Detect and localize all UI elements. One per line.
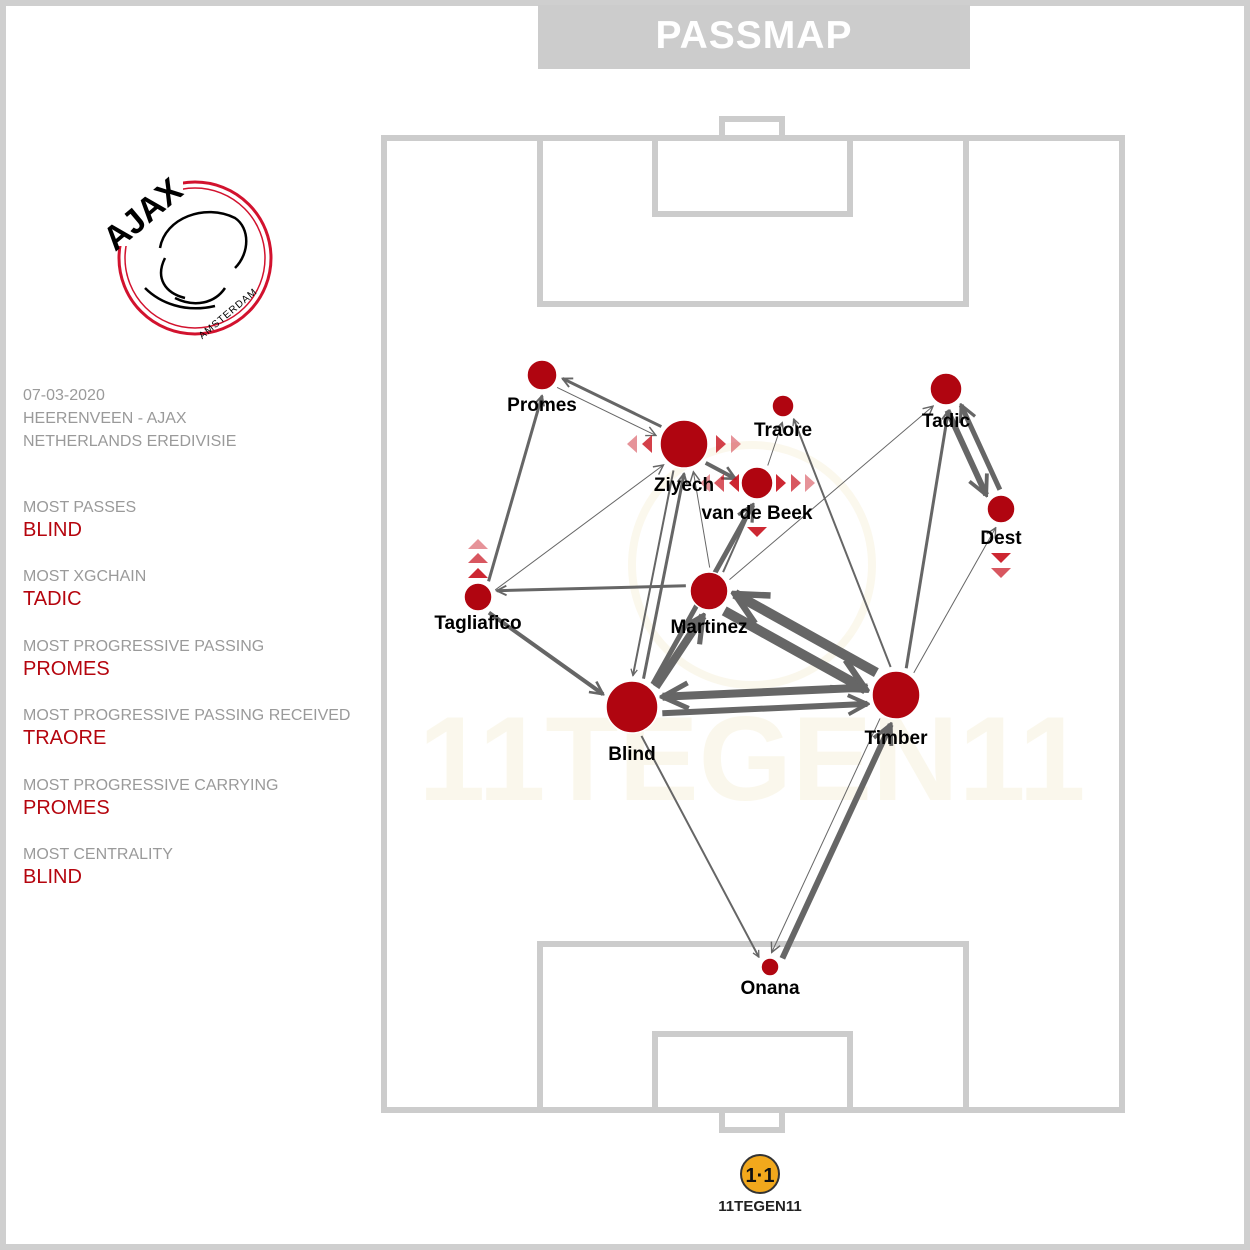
player-label-ziyech: Ziyech <box>654 475 714 496</box>
player-node-promes <box>526 359 558 391</box>
progression-triangle <box>731 435 741 453</box>
player-node-timber <box>871 670 921 720</box>
pass-line-tadic-dest <box>944 409 989 495</box>
pass-line-blind-ziyech <box>642 474 685 679</box>
watermark: 11TEGEN11 <box>418 441 1086 826</box>
pass-line-martinez-vandebeek <box>722 504 753 573</box>
progression-triangle <box>805 474 815 492</box>
brand-logo: 1·1 11TEGEN11 <box>718 1154 802 1215</box>
player-label-tadic: Tadic <box>922 411 971 432</box>
stat-most-centrality: MOST CENTRALITY BLIND <box>23 846 173 888</box>
player-label-martinez: Martinez <box>670 617 747 638</box>
pass-line-timber-dest <box>913 528 996 674</box>
player-nodes: Promes Ziyech Traore van de Beek Tadic Dest Ta… <box>434 359 1022 999</box>
pass-line-tagliafico-ziyech <box>494 465 663 591</box>
pass-line-ziyech-promes <box>563 377 663 428</box>
pass-line-ziyech-vandebeek <box>704 461 736 481</box>
progression-triangle <box>991 568 1011 578</box>
player-node-tagliafico <box>463 582 493 612</box>
pass-line-ziyech-blind <box>633 470 675 675</box>
player-label-blind: Blind <box>608 744 656 765</box>
ajax-logo: AJAX AMSTERDAM <box>96 171 273 342</box>
player-label-promes: Promes <box>507 395 577 416</box>
match-fixture: HEERENVEEN - AJAX <box>23 410 187 427</box>
logo-city-text: AMSTERDAM <box>197 286 260 341</box>
progression-triangle <box>627 435 637 453</box>
pass-line-martinez-timber <box>721 606 866 695</box>
progression-triangle <box>468 568 488 578</box>
player-node-vandebeek <box>740 466 774 500</box>
stat-most-progressive-passing: MOST PROGRESSIVE PASSING PROMES <box>23 638 265 680</box>
stat-most-progressive-received: MOST PROGRESSIVE PASSING RECEIVED TRAORE <box>23 707 351 749</box>
player-node-traore <box>771 394 795 418</box>
pass-line-martinez-tadic <box>729 406 933 580</box>
bottom-penalty-box <box>537 941 969 1113</box>
top-six-yard-box <box>652 135 853 217</box>
pass-line-vandebeek-traore <box>767 423 782 466</box>
pass-line-timber-blind <box>663 687 868 696</box>
player-label-tagliafico: Tagliafico <box>434 613 521 634</box>
watermark-text: 11TEGEN11 <box>418 692 1085 826</box>
svg-text:1·1: 1·1 <box>746 1165 775 1187</box>
pass-line-tagliafico-blind <box>487 611 603 695</box>
pass-line-blind-onana <box>640 735 760 957</box>
player-node-onana <box>760 957 780 977</box>
page-title: PASSMAP <box>538 5 970 69</box>
progression-triangle <box>716 435 726 453</box>
brand-text: 11TEGEN11 <box>718 1198 801 1215</box>
pass-line-timber-tadic <box>904 411 948 669</box>
progression-triangle <box>729 474 739 492</box>
match-competition: NETHERLANDS EREDIVISIE <box>23 433 237 450</box>
pass-line-tagliafico-promes <box>487 396 542 582</box>
player-node-dest <box>986 494 1016 524</box>
pass-lines <box>487 377 1003 960</box>
bottom-six-yard-box <box>652 1031 853 1113</box>
pass-line-blind-timber <box>662 704 867 717</box>
progression-triangle <box>991 553 1011 563</box>
player-node-blind <box>605 680 659 734</box>
player-label-dest: Dest <box>980 528 1022 549</box>
progression-triangle <box>747 527 767 537</box>
top-goal <box>719 116 785 141</box>
pass-line-timber-traore <box>794 419 892 668</box>
progression-triangle <box>714 474 724 492</box>
progression-triangle <box>776 474 786 492</box>
progression-markers <box>468 435 1011 578</box>
pass-line-timber-onana <box>772 718 881 952</box>
pass-line-onana-timber <box>779 725 894 960</box>
top-penalty-box <box>537 135 969 307</box>
pass-line-blind-martinez <box>652 616 707 690</box>
pass-line-martinez-tagliafico <box>497 584 686 591</box>
pitch <box>381 116 1125 1133</box>
bottom-goal <box>719 1107 785 1133</box>
player-label-onana: Onana <box>740 978 800 999</box>
player-node-ziyech <box>659 419 709 469</box>
stat-most-xgchain: MOST XGCHAIN TADIC <box>23 568 147 610</box>
player-label-vandebeek: van de Beek <box>702 503 813 524</box>
pass-line-promes-ziyech <box>556 386 656 435</box>
stat-most-progressive-carrying: MOST PROGRESSIVE CARRYING PROMES <box>23 777 279 819</box>
player-label-traore: Traore <box>754 420 812 441</box>
match-date: 07-03-2020 <box>23 387 105 404</box>
progression-triangle <box>791 474 801 492</box>
progression-triangle <box>468 553 488 563</box>
stat-most-passes: MOST PASSES BLIND <box>23 499 137 541</box>
progression-triangle <box>468 539 488 549</box>
pass-line-martinez-ziyech <box>693 472 711 568</box>
player-node-martinez <box>689 571 729 611</box>
match-info: 07-03-2020 HEERENVEEN - AJAX NETHERLANDS… <box>23 384 236 453</box>
progression-triangle <box>642 435 652 453</box>
player-label-timber: Timber <box>864 728 928 749</box>
progression-triangle <box>700 474 710 492</box>
player-node-tadic <box>929 372 963 406</box>
pass-line-dest-tadic <box>958 405 1003 491</box>
